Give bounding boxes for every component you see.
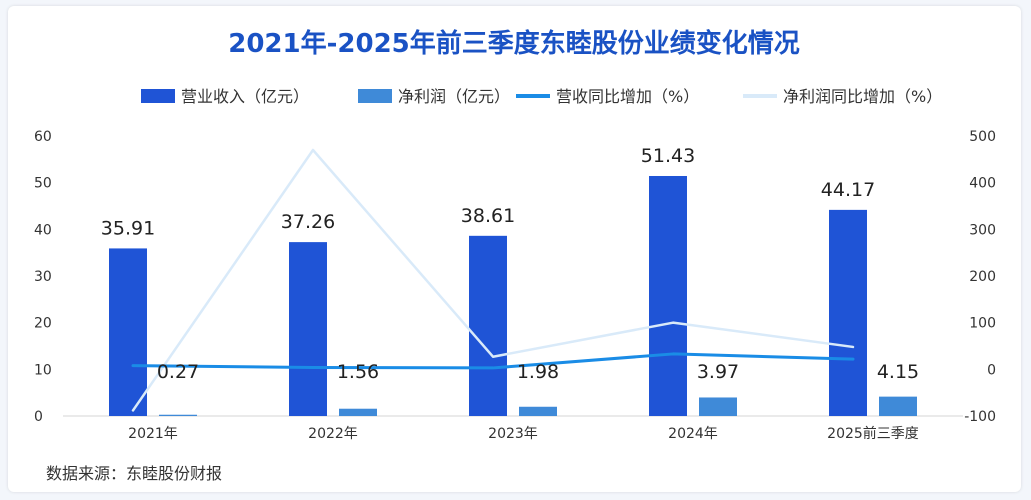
data-label-group: 35.91 37.26 38.61 51.43 44.17 0.27 1.56 1.98 3.9… [101,145,919,383]
source-note: 数据来源：东睦股份财报 [46,464,222,483]
data-label-revenue: 51.43 [641,145,695,167]
bar-revenue [289,242,327,416]
left-tick-label: 50 [34,176,52,192]
bar-revenue [649,175,687,416]
left-tick-label: 60 [34,129,52,145]
right-tick-label: 400 [969,176,996,192]
line-series-group [131,148,855,412]
right-y-axis: -100 0 100 200 300 400 500 [964,129,996,425]
left-y-axis: 0 10 20 30 40 50 60 [34,129,52,425]
chart-legend: 营业收入（亿元） 净利润（亿元） 营收同比增加（%） 净利润同比增加（%） [141,87,942,106]
x-axis: 2021年 2022年 2023年 2024年 2025前三季度 [128,425,919,442]
x-tick-label: 2025前三季度 [827,425,919,442]
legend-swatch-1 [358,89,392,103]
data-label-revenue: 44.17 [821,179,875,201]
data-label-net-profit: 1.98 [517,361,559,383]
legend-swatch-3 [743,94,777,98]
bar-net-profit [159,414,197,416]
chart-frame: 2021年-2025年前三季度东睦股份业绩变化情况 营业收入（亿元） 净利润（亿元… [8,6,1021,492]
left-tick-label: 0 [34,409,43,425]
legend-swatch-0 [141,89,175,103]
legend-label-3: 净利润同比增加（%） [783,87,942,106]
data-label-revenue: 37.26 [281,211,335,233]
chart-svg: 2021年-2025年前三季度东睦股份业绩变化情况 营业收入（亿元） 净利润（亿元… [34,28,996,483]
net-profit-growth-line [131,148,855,412]
x-tick-label: 2021年 [128,426,178,442]
right-tick-label: -100 [964,409,996,425]
bar-series-group [109,175,917,416]
bar-revenue [109,248,147,416]
left-tick-label: 30 [34,269,52,285]
right-tick-label: 0 [987,362,996,378]
data-label-revenue: 38.61 [461,205,515,227]
left-tick-label: 20 [34,316,52,332]
right-tick-label: 300 [969,222,996,238]
data-label-revenue: 35.91 [101,217,155,239]
data-label-net-profit: 3.97 [697,361,739,383]
right-tick-label: 200 [969,269,996,285]
bar-net-profit [699,397,737,416]
bar-net-profit [879,396,917,416]
x-tick-label: 2022年 [308,426,358,442]
x-tick-label: 2023年 [488,426,538,442]
x-tick-label: 2024年 [668,426,718,442]
left-tick-label: 10 [34,362,52,378]
legend-label-2: 营收同比增加（%） [556,87,699,106]
bar-revenue [829,209,867,416]
bar-net-profit [339,408,377,416]
data-label-net-profit: 4.15 [877,361,919,383]
legend-swatch-2 [516,94,550,98]
right-tick-label: 100 [969,316,996,332]
revenue-growth-line [131,352,855,370]
legend-label-0: 营业收入（亿元） [181,87,309,106]
data-label-net-profit: 1.56 [337,361,379,383]
legend-label-1: 净利润（亿元） [398,87,510,106]
right-tick-label: 500 [969,129,996,145]
chart-title: 2021年-2025年前三季度东睦股份业绩变化情况 [228,28,800,59]
bar-revenue [469,235,507,416]
data-label-net-profit: 0.27 [157,361,199,383]
bar-net-profit [519,406,557,416]
left-tick-label: 40 [34,222,52,238]
